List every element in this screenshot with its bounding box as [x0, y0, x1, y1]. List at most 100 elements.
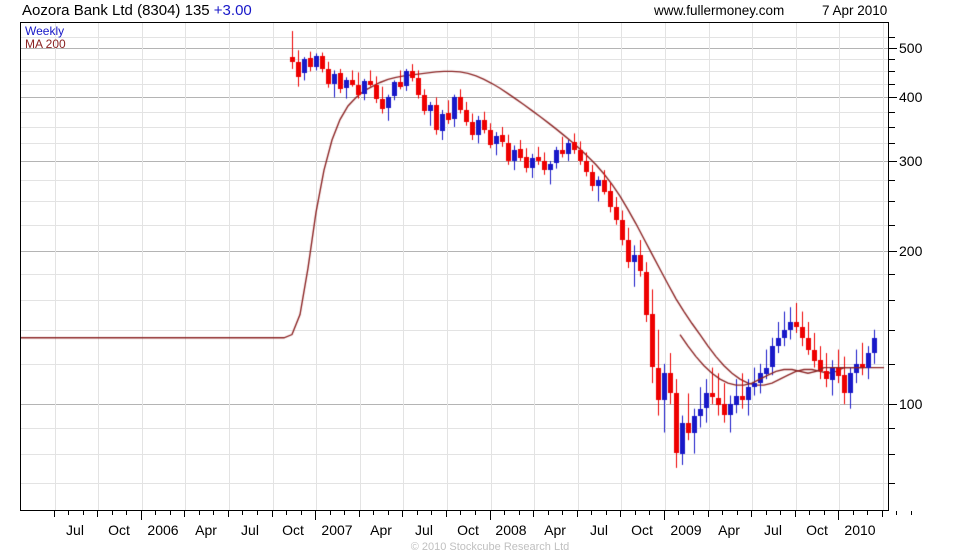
- x-axis-label: Jul: [764, 522, 782, 538]
- x-axis: Jul Oct 2006 Apr Jul Oct 2007 Apr Jul Oct 2008 Apr J…: [20, 511, 912, 541]
- y-axis-tick: [889, 59, 895, 60]
- x-axis-tick-minor: [475, 511, 476, 515]
- x-axis-tick: [446, 511, 447, 517]
- x-axis-tick-minor: [809, 511, 810, 515]
- y-axis-tick: [889, 428, 895, 429]
- x-axis-tick-minor: [417, 511, 418, 515]
- x-axis-tick-minor: [867, 511, 868, 515]
- y-axis-label: 500: [899, 40, 923, 56]
- x-axis-label: Oct: [806, 522, 828, 538]
- x-axis-tick: [54, 511, 55, 517]
- x-axis-tick-minor: [737, 511, 738, 515]
- x-axis-label: Jul: [241, 522, 259, 538]
- x-axis-tick-minor: [213, 511, 214, 515]
- x-axis-tick: [708, 511, 709, 517]
- y-axis-tick: [889, 330, 895, 331]
- y-axis-tick: [889, 84, 895, 85]
- x-axis-tick-minor: [853, 511, 854, 515]
- x-axis-tick-minor: [112, 511, 113, 515]
- x-axis-tick-minor: [257, 511, 258, 515]
- x-axis-tick-minor: [68, 511, 69, 515]
- x-axis-tick-minor: [126, 511, 127, 515]
- x-axis-label: 2007: [321, 522, 353, 538]
- x-axis-tick-minor: [170, 511, 171, 515]
- x-axis-tick-minor: [693, 511, 694, 515]
- x-axis-label: Oct: [282, 522, 304, 538]
- y-axis-tick: [889, 127, 895, 128]
- y-axis-tick: [889, 48, 897, 49]
- x-axis-label: Apr: [718, 522, 740, 538]
- y-axis-tick: [889, 97, 897, 98]
- x-axis-tick-minor: [344, 511, 345, 515]
- x-axis-tick-minor: [83, 511, 84, 515]
- x-axis-label: Jul: [415, 522, 433, 538]
- x-axis-label: 2009: [670, 522, 702, 538]
- y-axis-tick: [889, 300, 895, 301]
- x-axis-tick: [751, 511, 752, 517]
- x-axis-tick: [664, 511, 665, 520]
- y-axis-tick: [889, 143, 895, 144]
- x-axis-tick-minor: [373, 511, 374, 515]
- y-axis: 100 200 300 400 500: [889, 22, 980, 511]
- x-axis-label: Apr: [544, 522, 566, 538]
- chart-date: 7 Apr 2010: [822, 3, 888, 18]
- x-axis-tick: [228, 511, 229, 517]
- x-axis-tick: [533, 511, 534, 517]
- x-axis-tick-minor: [519, 511, 520, 515]
- x-axis-label: Oct: [457, 522, 479, 538]
- x-axis-tick-minor: [780, 511, 781, 515]
- y-axis-tick: [889, 201, 895, 202]
- source-website[interactable]: www.fullermoney.com: [654, 3, 785, 18]
- y-axis-tick: [889, 483, 895, 484]
- x-axis-label: 2010: [844, 522, 876, 538]
- copyright-footer: © 2010 Stockcube Research Ltd: [410, 541, 570, 553]
- instrument-name-and-price: Aozora Bank Ltd (8304) 135: [22, 2, 210, 19]
- x-axis-label: Oct: [108, 522, 130, 538]
- x-axis-tick: [402, 511, 403, 517]
- x-axis-label: Oct: [631, 522, 653, 538]
- price-change: +3.00: [213, 2, 252, 19]
- x-axis-tick: [577, 511, 578, 517]
- y-axis-tick: [889, 161, 897, 162]
- x-axis-tick-minor: [301, 511, 302, 515]
- y-axis-tick: [889, 251, 897, 252]
- x-axis-label: 2008: [495, 522, 527, 538]
- y-axis-tick: [889, 71, 895, 72]
- x-axis-tick-minor: [591, 511, 592, 515]
- x-axis-tick: [97, 511, 98, 517]
- x-axis-label: Jul: [66, 522, 84, 538]
- x-axis-label: 2006: [147, 522, 179, 538]
- x-axis-tick-minor: [155, 511, 156, 515]
- x-axis-tick-minor: [824, 511, 825, 515]
- x-axis-tick: [359, 511, 360, 517]
- y-axis-tick: [889, 37, 895, 38]
- x-axis-tick-minor: [562, 511, 563, 515]
- y-axis-tick: [889, 274, 895, 275]
- x-axis-tick-minor: [606, 511, 607, 515]
- x-axis-tick-minor: [388, 511, 389, 515]
- x-axis-tick-minor: [199, 511, 200, 515]
- y-axis-tick: [889, 404, 897, 405]
- y-axis-tick: [889, 180, 895, 181]
- x-axis-label: Apr: [370, 522, 392, 538]
- x-axis-tick: [795, 511, 796, 517]
- x-axis-tick-minor: [460, 511, 461, 515]
- x-axis-tick-minor: [911, 511, 912, 515]
- x-axis-tick-minor: [548, 511, 549, 515]
- y-axis-label: 300: [899, 153, 923, 169]
- y-axis-tick: [889, 112, 895, 113]
- y-axis-tick: [889, 454, 895, 455]
- x-axis-tick: [272, 511, 273, 517]
- x-axis-tick: [490, 511, 491, 520]
- x-axis-tick-minor: [766, 511, 767, 515]
- plot-area: Weekly MA 200: [20, 22, 889, 511]
- x-axis-tick-minor: [242, 511, 243, 515]
- x-axis-tick: [141, 511, 142, 520]
- x-axis-tick-minor: [896, 511, 897, 515]
- x-axis-tick: [184, 511, 185, 517]
- x-axis-tick: [838, 511, 839, 520]
- x-axis-tick-minor: [431, 511, 432, 515]
- x-axis-tick: [315, 511, 316, 520]
- y-axis-label: 100: [899, 396, 923, 412]
